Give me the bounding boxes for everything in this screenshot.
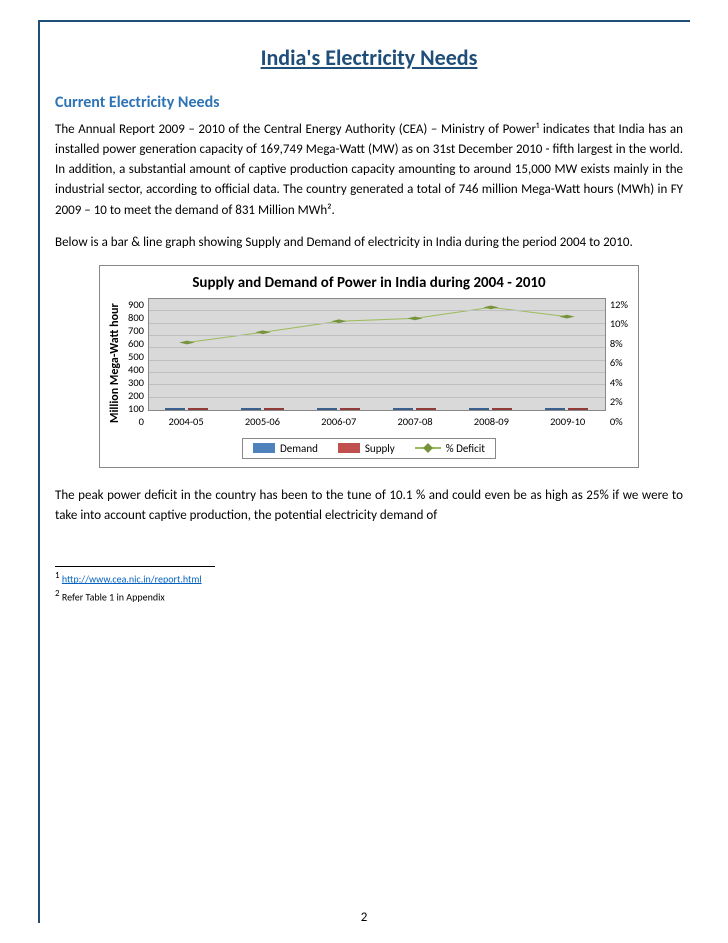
footnote-1: 1 http://www.cea.nic.in/report.html	[55, 570, 683, 585]
bar-supply	[188, 408, 208, 410]
legend-demand-swatch	[253, 443, 275, 453]
chart-legend: Demand Supply % Deficit	[242, 438, 496, 459]
legend-deficit-line	[415, 447, 441, 449]
bar-demand	[165, 408, 185, 410]
page-number: 2	[0, 910, 728, 925]
footnote-rule	[55, 566, 215, 567]
bar-demand	[545, 408, 565, 410]
bar-demand	[241, 408, 261, 410]
y1-ticks: 9008007006005004003002001000	[124, 298, 148, 428]
top-border	[38, 20, 690, 22]
bar-supply	[568, 408, 588, 410]
x-ticks: 2004-052005-062006-072007-082008-092009-…	[148, 415, 606, 428]
bar-demand	[393, 408, 413, 410]
chart-plot-area	[148, 298, 606, 411]
legend-demand-label: Demand	[280, 442, 318, 455]
paragraph-1: The Annual Report 2009 – 2010 of the Cen…	[55, 120, 683, 221]
chart-container: Supply and Demand of Power in India duri…	[99, 265, 639, 468]
bar-supply	[416, 408, 436, 410]
legend-supply-label: Supply	[365, 442, 395, 455]
paragraph-2: Below is a bar & line graph showing Supp…	[55, 233, 683, 253]
bar-supply	[492, 408, 512, 410]
bar-supply	[340, 408, 360, 410]
chart-title: Supply and Demand of Power in India duri…	[106, 274, 632, 292]
page-title: India's Electricity Needs	[55, 44, 683, 71]
left-border	[38, 20, 40, 923]
legend-supply: Supply	[338, 442, 395, 455]
footnote-2: 2 Refer Table 1 in Appendix	[55, 588, 683, 603]
bar-supply	[264, 408, 284, 410]
y-axis-label: Million Mega-Watt hour	[106, 298, 124, 428]
footnote-1-marker: 1	[55, 570, 60, 581]
legend-demand: Demand	[253, 442, 318, 455]
footnote-2-text: Refer Table 1 in Appendix	[60, 591, 165, 604]
bar-demand	[317, 408, 337, 410]
bar-demand	[469, 408, 489, 410]
paragraph-3: The peak power deficit in the country ha…	[55, 486, 683, 526]
section-heading: Current Electricity Needs	[55, 93, 683, 112]
legend-deficit-label: % Deficit	[446, 442, 485, 455]
footnote-1-link[interactable]: http://www.cea.nic.in/report.html	[62, 572, 202, 585]
legend-deficit: % Deficit	[415, 442, 485, 455]
chart-bars	[149, 299, 605, 410]
y2-ticks: 12%10%8%6%4%2%0%	[606, 298, 632, 428]
legend-supply-swatch	[338, 443, 360, 453]
